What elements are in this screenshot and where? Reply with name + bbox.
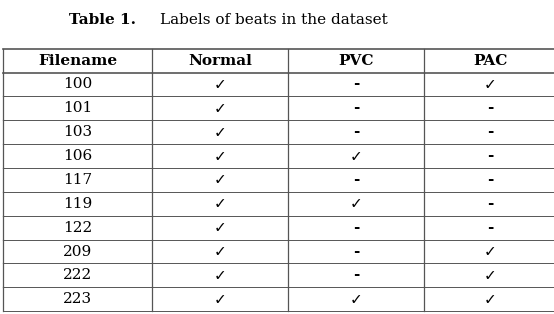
Text: ✓: ✓ xyxy=(214,101,227,116)
Text: ✓: ✓ xyxy=(484,77,497,92)
Text: ✓: ✓ xyxy=(214,292,227,307)
Text: ✓: ✓ xyxy=(214,77,227,92)
Text: PVC: PVC xyxy=(338,54,374,68)
Text: Filename: Filename xyxy=(38,54,117,68)
Text: -: - xyxy=(487,149,494,163)
Text: 100: 100 xyxy=(63,78,92,91)
Text: ✓: ✓ xyxy=(350,196,362,211)
Text: 103: 103 xyxy=(63,125,92,139)
Text: ✓: ✓ xyxy=(214,172,227,187)
Text: 222: 222 xyxy=(63,268,92,282)
Text: ✓: ✓ xyxy=(350,292,362,307)
Text: ✓: ✓ xyxy=(214,149,227,164)
Text: 101: 101 xyxy=(63,101,92,115)
Text: -: - xyxy=(353,245,359,258)
Text: ✓: ✓ xyxy=(214,125,227,140)
Text: -: - xyxy=(487,125,494,139)
Text: -: - xyxy=(353,173,359,187)
Text: ✓: ✓ xyxy=(214,196,227,211)
Text: 117: 117 xyxy=(63,173,92,187)
Text: 223: 223 xyxy=(63,292,92,306)
Text: Normal: Normal xyxy=(188,54,252,68)
Text: ✓: ✓ xyxy=(350,149,362,164)
Text: ✓: ✓ xyxy=(484,244,497,259)
Text: -: - xyxy=(487,101,494,115)
Text: 106: 106 xyxy=(63,149,92,163)
Text: ✓: ✓ xyxy=(214,244,227,259)
Text: PAC: PAC xyxy=(473,54,507,68)
Text: 122: 122 xyxy=(63,221,92,235)
Text: -: - xyxy=(353,221,359,235)
Text: ✓: ✓ xyxy=(484,268,497,283)
Text: -: - xyxy=(353,125,359,139)
Text: Labels of beats in the dataset: Labels of beats in the dataset xyxy=(160,14,388,27)
Text: ✓: ✓ xyxy=(214,268,227,283)
Text: -: - xyxy=(353,101,359,115)
Text: 119: 119 xyxy=(63,197,92,211)
Text: ✓: ✓ xyxy=(214,220,227,235)
Text: -: - xyxy=(353,78,359,91)
Text: -: - xyxy=(487,197,494,211)
Text: Table 1.: Table 1. xyxy=(69,14,136,27)
Text: 209: 209 xyxy=(63,245,92,258)
Text: -: - xyxy=(487,221,494,235)
Text: ✓: ✓ xyxy=(484,292,497,307)
Text: -: - xyxy=(353,268,359,282)
Text: -: - xyxy=(487,173,494,187)
